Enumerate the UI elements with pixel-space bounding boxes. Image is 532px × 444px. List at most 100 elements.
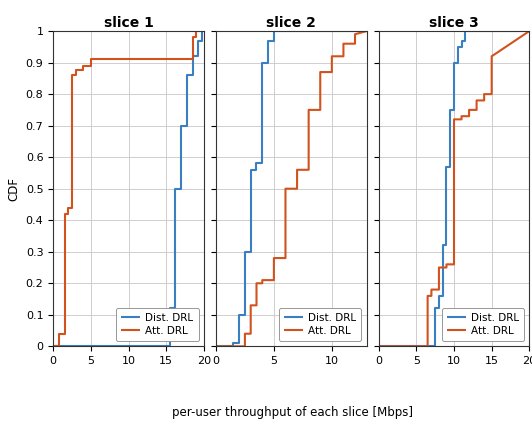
Att. DRL xyxy=(488,54,495,59)
Dist. DRL xyxy=(50,344,56,349)
Att. DRL xyxy=(193,28,200,34)
Att. DRL xyxy=(88,63,94,68)
Att. DRL xyxy=(466,114,472,119)
Dist. DRL xyxy=(439,293,446,298)
Att. DRL xyxy=(425,293,431,298)
Legend: Dist. DRL, Att. DRL: Dist. DRL, Att. DRL xyxy=(279,308,361,341)
Att. DRL xyxy=(473,107,480,112)
Att. DRL xyxy=(65,205,71,210)
Att. DRL xyxy=(363,28,370,34)
Dist. DRL xyxy=(447,107,453,112)
Dist. DRL xyxy=(167,306,173,311)
Dist. DRL xyxy=(526,28,532,34)
Att. DRL xyxy=(466,107,472,112)
Title: slice 2: slice 2 xyxy=(267,16,316,30)
Dist. DRL xyxy=(195,54,201,59)
Dist. DRL xyxy=(436,306,442,311)
Att. DRL xyxy=(271,278,277,283)
Dist. DRL xyxy=(443,164,450,169)
Legend: Dist. DRL, Att. DRL: Dist. DRL, Att. DRL xyxy=(116,308,198,341)
Att. DRL xyxy=(376,344,382,349)
Att. DRL xyxy=(481,91,487,97)
Att. DRL xyxy=(488,91,495,97)
Att. DRL xyxy=(56,331,62,337)
Att. DRL xyxy=(50,344,56,349)
Att. DRL xyxy=(242,331,248,337)
Att. DRL xyxy=(352,41,358,46)
Att. DRL xyxy=(61,211,68,217)
Att. DRL xyxy=(473,98,480,103)
Dist. DRL xyxy=(178,186,185,191)
Att. DRL xyxy=(329,54,335,59)
Dist. DRL xyxy=(451,60,457,65)
Att. DRL xyxy=(443,262,450,267)
Dist. DRL xyxy=(265,60,271,65)
Dist. DRL xyxy=(436,293,442,298)
Att. DRL xyxy=(436,265,442,270)
Dist. DRL xyxy=(454,44,461,50)
Att. DRL xyxy=(65,211,71,217)
Att. DRL xyxy=(193,35,200,40)
Att. DRL xyxy=(201,28,207,34)
Dist. DRL xyxy=(376,344,382,349)
Att. DRL xyxy=(436,287,442,292)
Dist. DRL xyxy=(172,306,178,311)
Att. DRL xyxy=(247,303,254,308)
Dist. DRL xyxy=(271,38,277,43)
Att. DRL xyxy=(259,281,265,286)
Dist. DRL xyxy=(432,306,438,311)
Dist. DRL xyxy=(454,60,461,65)
Dist. DRL xyxy=(253,161,260,166)
Line: Att. DRL: Att. DRL xyxy=(53,31,204,346)
Dist. DRL xyxy=(236,341,242,346)
Att. DRL xyxy=(69,72,75,78)
Att. DRL xyxy=(61,331,68,337)
Text: per-user throughput of each slice [Mbps]: per-user throughput of each slice [Mbps] xyxy=(172,406,413,420)
Dist. DRL xyxy=(178,123,185,128)
Att. DRL xyxy=(443,265,450,270)
Dist. DRL xyxy=(172,186,178,191)
Line: Att. DRL: Att. DRL xyxy=(379,31,529,346)
Att. DRL xyxy=(340,54,347,59)
Att. DRL xyxy=(428,293,435,298)
Legend: Dist. DRL, Att. DRL: Dist. DRL, Att. DRL xyxy=(442,308,524,341)
Dist. DRL xyxy=(230,344,237,349)
Dist. DRL xyxy=(184,123,190,128)
Att. DRL xyxy=(459,114,465,119)
Att. DRL xyxy=(88,57,94,62)
Att. DRL xyxy=(259,278,265,283)
Att. DRL xyxy=(459,117,465,122)
Dist. DRL xyxy=(242,312,248,317)
Att. DRL xyxy=(282,255,289,261)
Att. DRL xyxy=(189,57,196,62)
Title: slice 3: slice 3 xyxy=(429,16,479,30)
Att. DRL xyxy=(69,205,75,210)
Att. DRL xyxy=(481,98,487,103)
Dist. DRL xyxy=(451,107,457,112)
Att. DRL xyxy=(72,68,79,73)
Att. DRL xyxy=(213,344,219,349)
Dist. DRL xyxy=(195,38,201,43)
Att. DRL xyxy=(247,331,254,337)
Dist. DRL xyxy=(236,312,242,317)
Dist. DRL xyxy=(459,38,465,43)
Att. DRL xyxy=(271,255,277,261)
Dist. DRL xyxy=(443,243,450,248)
Line: Dist. DRL: Dist. DRL xyxy=(53,31,204,346)
Dist. DRL xyxy=(201,28,207,34)
Dist. DRL xyxy=(184,72,190,78)
Att. DRL xyxy=(451,262,457,267)
Att. DRL xyxy=(294,167,300,172)
Att. DRL xyxy=(305,107,312,112)
Att. DRL xyxy=(253,303,260,308)
Dist. DRL xyxy=(259,161,265,166)
Dist. DRL xyxy=(189,54,196,59)
Dist. DRL xyxy=(363,28,370,34)
Att. DRL xyxy=(242,344,248,349)
Att. DRL xyxy=(425,344,431,349)
Att. DRL xyxy=(451,117,457,122)
Att. DRL xyxy=(294,186,300,191)
Att. DRL xyxy=(80,68,87,73)
Att. DRL xyxy=(189,35,196,40)
Dist. DRL xyxy=(462,28,469,34)
